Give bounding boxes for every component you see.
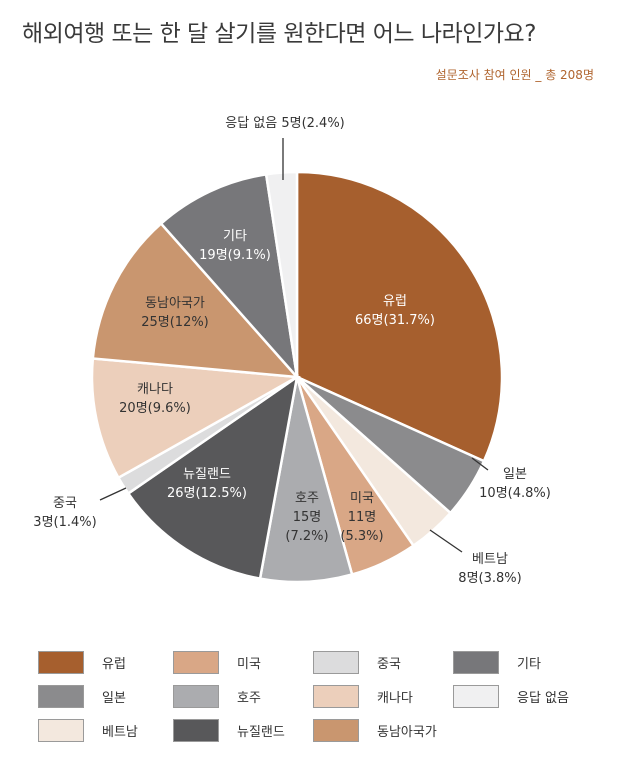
legend-swatch (173, 650, 219, 674)
legend-item-동남아국가: 동남아국가 (313, 713, 453, 747)
leader-line-일본 (471, 457, 489, 471)
pie-slice-응답 없음 (264, 170, 299, 378)
legend-label: 호주 (237, 690, 261, 706)
legend-item-유럽: 유럽 (38, 645, 173, 679)
legend-item-뉴질랜드: 뉴질랜드 (173, 713, 313, 747)
legend-item-미국: 미국 (173, 645, 313, 679)
pie-slice-캐나다 (90, 357, 302, 480)
legend-item-중국: 중국 (313, 645, 453, 679)
legend-swatch (38, 718, 84, 742)
legend-swatch (453, 684, 499, 708)
legend-item-기타: 기타 (453, 645, 588, 679)
data-label-미국: 미국 11명 (5.3%) (340, 491, 383, 544)
legend-swatch (453, 650, 499, 674)
chart-title: 해외여행 또는 한 달 살기를 원한다면 어느 나라인가요? (22, 21, 536, 47)
legend-label: 응답 없음 (517, 690, 569, 706)
legend-label: 중국 (377, 656, 401, 672)
legend-swatch (38, 684, 84, 708)
data-label-중국: 중국 3명(1.4%) (33, 496, 96, 530)
data-label-기타: 기타 19명(9.1%) (199, 229, 271, 263)
pie-slice-기타 (159, 172, 299, 381)
legend-item-호주: 호주 (173, 679, 313, 713)
data-label-응답 없음: 응답 없음 5명(2.4%) (225, 116, 345, 131)
legend-item-베트남: 베트남 (38, 713, 173, 747)
data-label-뉴질랜드: 뉴질랜드 26명(12.5%) (167, 467, 247, 501)
chart-subtitle: 설문조사 참여 인원 _ 총 208명 (435, 68, 594, 82)
data-label-동남아국가: 동남아국가 25명(12%) (141, 296, 209, 330)
legend-label: 캐나다 (377, 690, 413, 706)
pie-chart: 유럽 66명(31.7%) 일본 10명(4.8%) 베트남 8명(3.8%) 미국 11명(… (33, 116, 551, 586)
legend-label: 일본 (102, 690, 126, 706)
legend-label: 베트남 (102, 724, 138, 740)
legend-item-일본: 일본 (38, 679, 173, 713)
data-label-캐나다: 캐나다 20명(9.6%) (119, 382, 191, 416)
legend-swatch (313, 684, 359, 708)
legend-swatch (38, 650, 84, 674)
data-label-호주: 호주 15명 (7.2%) (285, 491, 328, 544)
data-label-유럽: 유럽 66명(31.7%) (355, 294, 435, 328)
pie-slice-유럽 (295, 170, 504, 463)
pie-slice-뉴질랜드 (126, 374, 299, 581)
data-label-일본: 일본 10명(4.8%) (479, 467, 551, 501)
legend-label: 동남아국가 (377, 724, 437, 740)
data-label-베트남: 베트남 8명(3.8%) (458, 552, 521, 586)
legend-swatch (313, 650, 359, 674)
legend-label: 유럽 (102, 656, 126, 672)
leader-line-중국 (99, 487, 127, 501)
legend-label: 뉴질랜드 (237, 724, 285, 740)
leader-line-베트남 (429, 529, 463, 553)
legend-label: 기타 (517, 656, 541, 672)
legend-swatch (173, 684, 219, 708)
legend-swatch (173, 718, 219, 742)
legend-label: 미국 (237, 656, 261, 672)
legend-item-캐나다: 캐나다 (313, 679, 453, 713)
legend-item-응답 없음: 응답 없음 (453, 679, 588, 713)
legend-swatch (313, 718, 359, 742)
pie-slice-동남아국가 (91, 221, 301, 379)
